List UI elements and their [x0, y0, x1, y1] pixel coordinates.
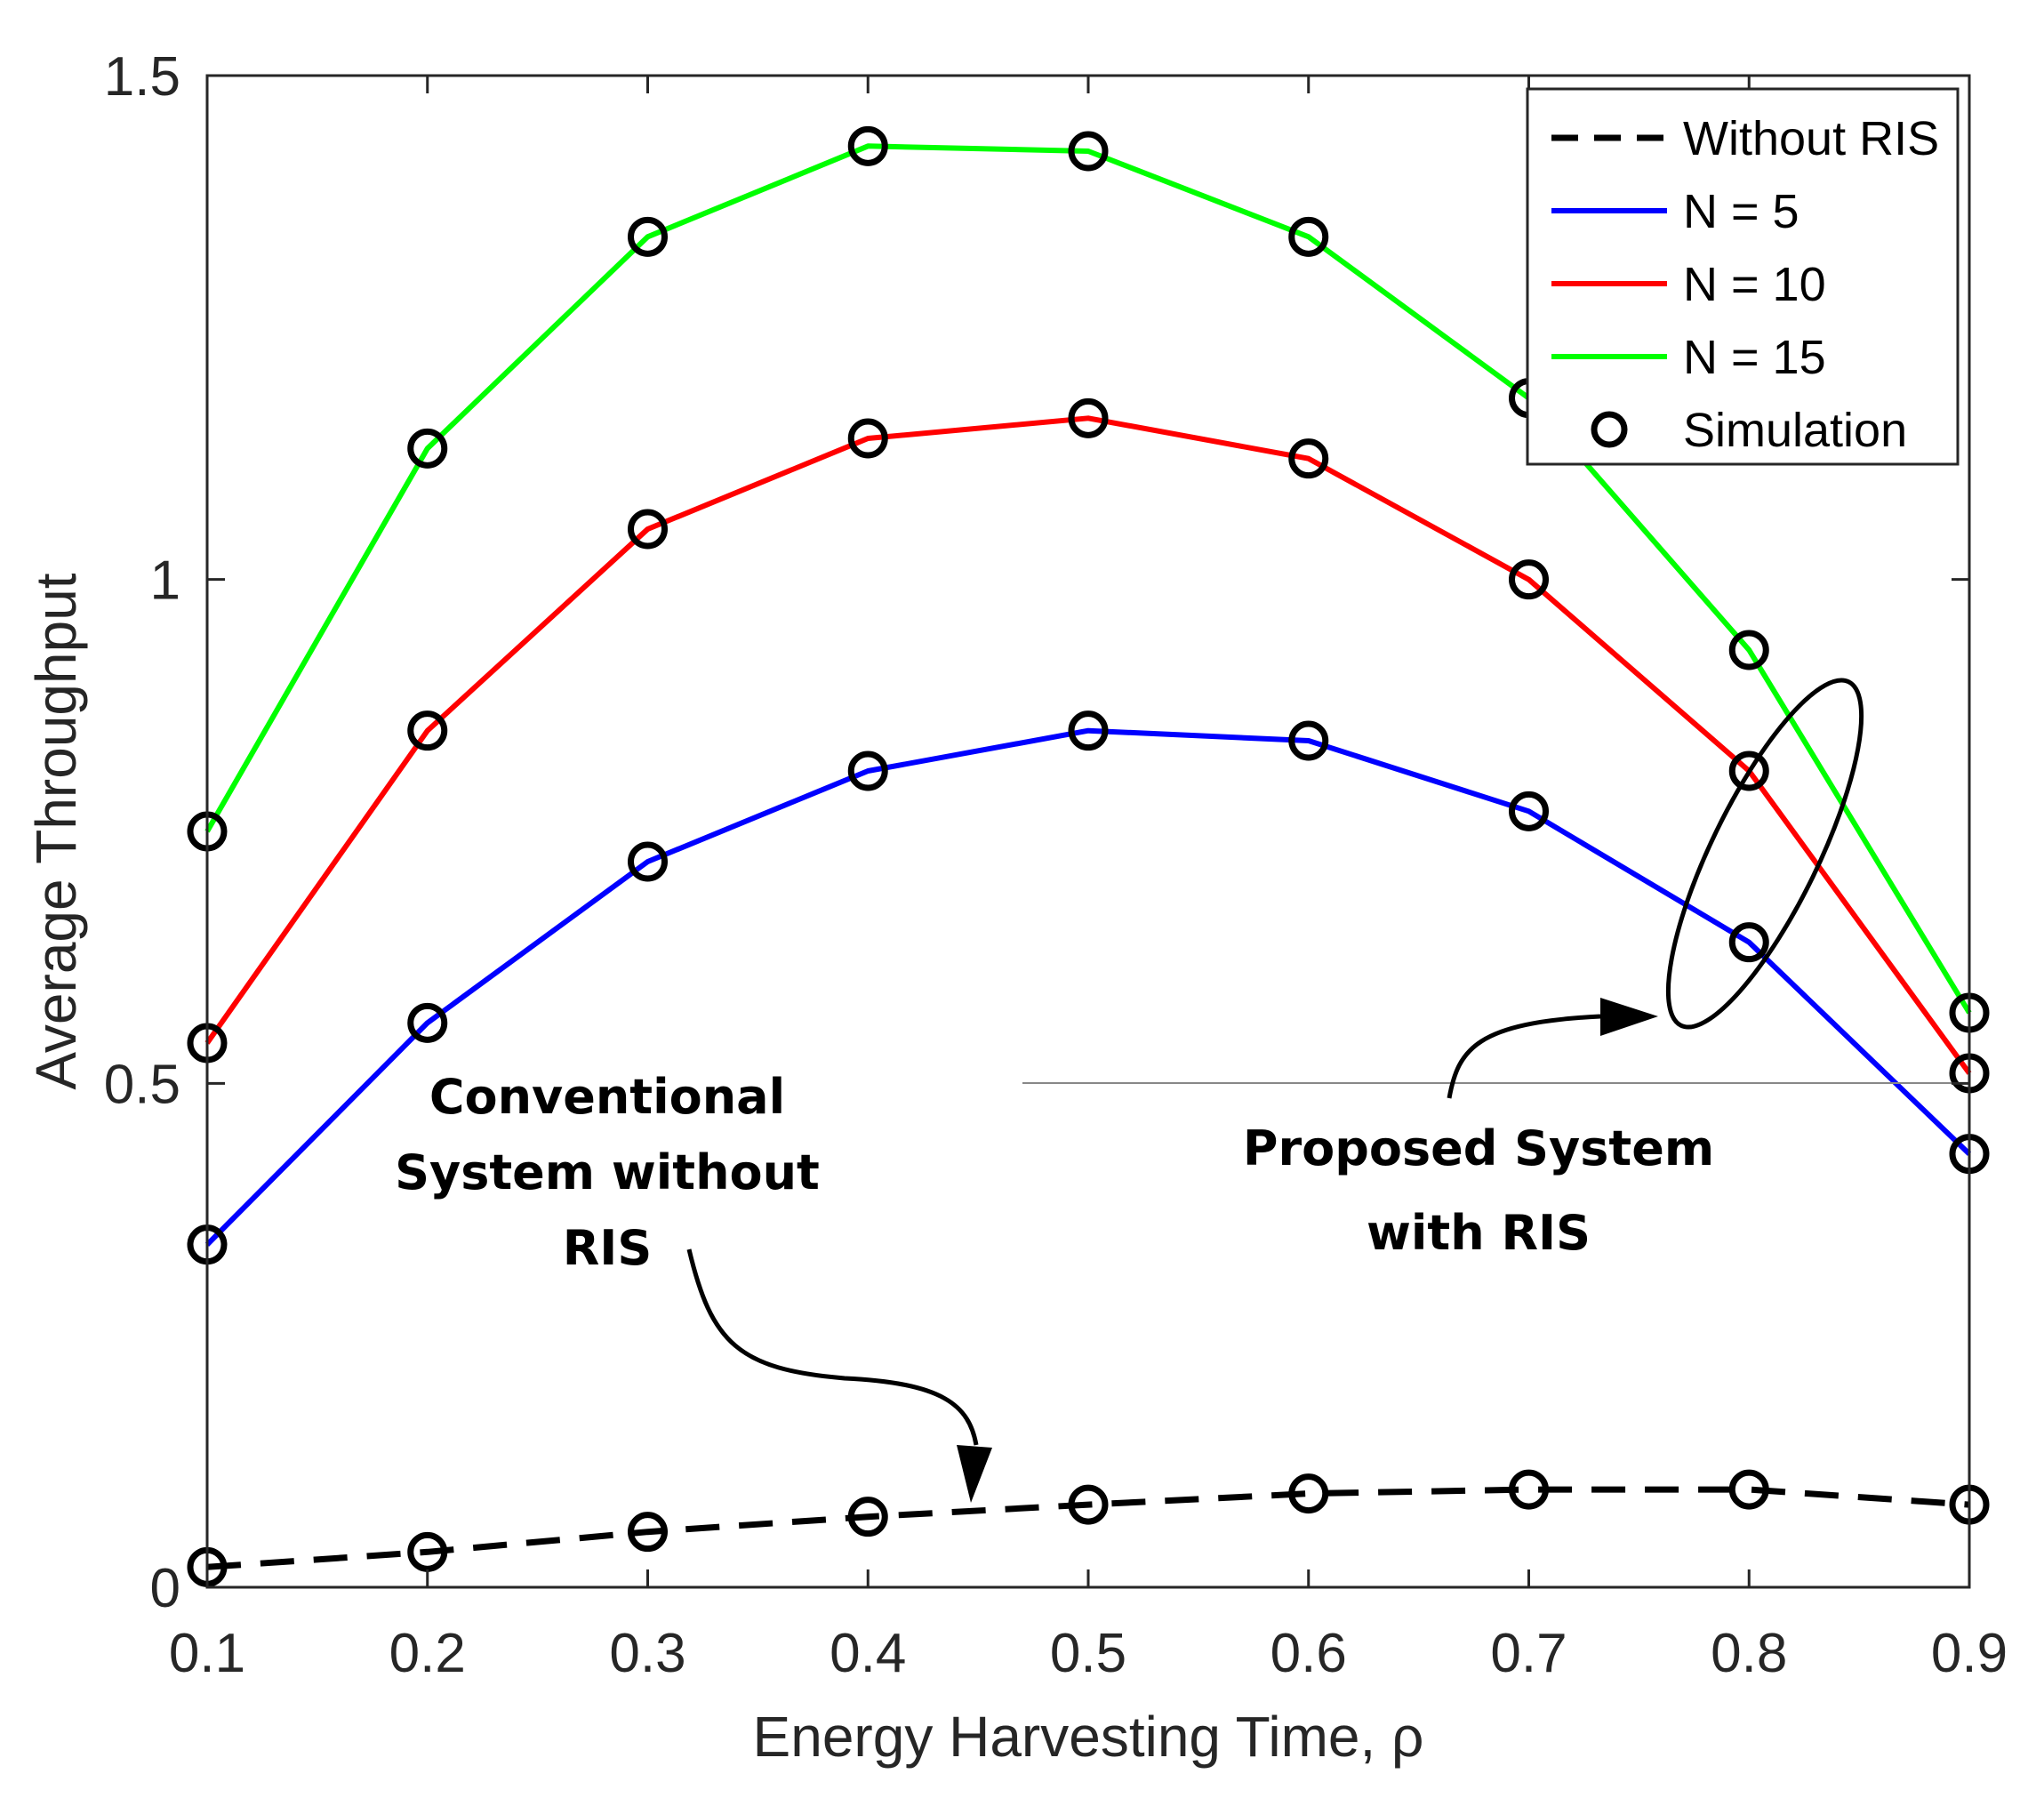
x-tick-label: 0.3 [609, 1623, 685, 1684]
x-tick-label: 0.4 [830, 1623, 906, 1684]
simulation-marker [847, 751, 888, 791]
x-tick-label: 0.2 [389, 1623, 466, 1684]
simulation-marker [1288, 1473, 1329, 1514]
simulation-marker [1509, 1469, 1549, 1510]
y-tick-label: 1 [150, 550, 180, 612]
y-tick-label: 0 [150, 1558, 180, 1619]
legend-box [1526, 87, 1960, 466]
legend-label-1: N = 5 [1683, 185, 1800, 238]
simulation-marker [847, 125, 888, 166]
simulation-marker [407, 1002, 448, 1043]
legend-label-0: Without RIS [1683, 112, 1939, 165]
conventional-system-arrow [686, 1248, 979, 1446]
annotations: Conventional System without RIS Proposed Sy… [395, 1069, 1714, 1276]
x-tick-label: 0.5 [1050, 1623, 1126, 1684]
legend-label-3: N = 15 [1683, 331, 1826, 384]
simulation-marker [1068, 710, 1109, 751]
simulation-marker [1288, 216, 1329, 257]
simulation-marker [847, 418, 888, 459]
simulation-marker [1728, 751, 1769, 791]
x-tick-label: 0.8 [1711, 1623, 1787, 1684]
annotation-conventional: Conventional [429, 1069, 785, 1125]
simulation-markers [187, 125, 1990, 1587]
legend-simulation-marker [1591, 411, 1628, 448]
x-tick-label: 0.7 [1490, 1623, 1567, 1684]
simulation-marker [1728, 922, 1769, 963]
simulation-marker [628, 509, 668, 550]
simulation-marker [1068, 1484, 1109, 1525]
y-tick-label: 0.5 [104, 1054, 180, 1115]
legend-label-simulation: Simulation [1683, 404, 1907, 457]
y-tick-label: 1.5 [104, 46, 180, 108]
series-line-1 [204, 727, 1972, 1247]
legend: Without RIS N = 5 N = 10 N = 15 Simulation [1526, 87, 1960, 466]
y-axis-label: Average Throughput [24, 573, 88, 1089]
simulation-marker [1288, 720, 1329, 761]
simulation-marker [628, 841, 668, 882]
series-line-3 [204, 143, 1972, 1015]
simulation-marker [1509, 791, 1549, 831]
x-tick-label: 0.1 [169, 1623, 245, 1684]
series-line-2 [204, 415, 1972, 1075]
simulation-marker [1728, 1469, 1769, 1510]
simulation-marker [1509, 559, 1549, 600]
simulation-marker [628, 1512, 668, 1553]
proposed-arrow-head [1600, 998, 1658, 1036]
simulation-marker [847, 1497, 888, 1537]
simulation-marker [1068, 397, 1109, 438]
x-tick-label: 0.9 [1931, 1623, 2008, 1684]
annotation-proposed: Proposed System [1243, 1120, 1714, 1176]
proposed-system-ellipse [1665, 678, 1864, 1030]
series-layer [204, 143, 1972, 1570]
x-axis-label: Energy Harvesting Time, ρ [753, 1705, 1424, 1769]
simulation-marker [407, 428, 448, 469]
x-tick-label: 0.6 [1270, 1623, 1347, 1684]
simulation-marker [1288, 438, 1329, 479]
annotation-proposed: with RIS [1367, 1205, 1591, 1261]
annotation-conventional: RIS [563, 1220, 653, 1276]
annotation-conventional: System without [395, 1144, 820, 1200]
conventional-arrow-head [957, 1445, 992, 1503]
legend-label-2: N = 10 [1683, 258, 1826, 311]
simulation-marker [1728, 630, 1769, 670]
simulation-marker [407, 710, 448, 751]
simulation-marker [1068, 131, 1109, 172]
proposed-system-arrow [1447, 1014, 1601, 1099]
ticks: 0.1 0.2 0.3 0.4 0.5 0.6 0.7 0.8 0.9 0 0.5 1 1.5 [104, 46, 2008, 1684]
simulation-marker [628, 216, 668, 257]
series-line-0 [206, 1486, 1970, 1570]
simulation-marker [407, 1531, 448, 1572]
